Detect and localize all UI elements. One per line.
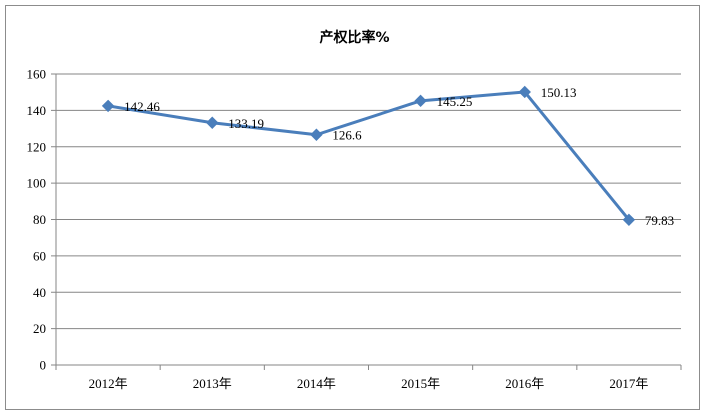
data-label: 150.13 [541, 85, 577, 100]
y-tick-label: 160 [27, 67, 47, 82]
data-point-marker [101, 99, 115, 113]
gridlines [56, 73, 681, 330]
y-tick-label: 120 [27, 139, 47, 154]
x-tick-label: 2012年 [89, 376, 128, 391]
data-point-marker [622, 213, 636, 227]
y-tick-label: 100 [27, 176, 47, 191]
data-label: 133.19 [228, 116, 264, 131]
chart-frame [5, 5, 700, 410]
data-label: 145.25 [437, 94, 473, 109]
y-axis-tick-labels: 0 20 40 60 80 100 120 140 160 [27, 67, 47, 373]
data-point-marker [206, 116, 219, 129]
data-label: 126.6 [332, 128, 362, 143]
y-tick-label: 80 [33, 212, 46, 227]
chart-title: 产权比率% [319, 30, 390, 46]
data-point-marker [414, 94, 427, 108]
series-markers [101, 85, 636, 227]
axes [51, 73, 682, 370]
x-axis-tick-labels: 2012年 2013年 2014年 2015年 2016年 2017年 [89, 376, 649, 391]
y-tick-label: 140 [27, 103, 47, 118]
series-line-path [107, 90, 631, 221]
y-tick-label: 20 [33, 321, 46, 336]
x-tick-label: 2014年 [297, 376, 336, 391]
x-tick-label: 2013年 [193, 376, 232, 391]
series-line [107, 90, 631, 221]
y-tick-label: 60 [33, 248, 46, 263]
x-tick-label: 2017年 [609, 376, 648, 391]
y-tick-label: 0 [40, 358, 47, 373]
data-label: 142.46 [124, 99, 160, 114]
x-tick-label: 2015年 [401, 376, 440, 391]
y-tick-label: 40 [33, 285, 46, 300]
data-label: 79.83 [645, 213, 674, 228]
x-tick-label: 2016年 [505, 376, 544, 391]
data-labels: 142.46 133.19 126.6 145.25 150.13 79.83 [124, 85, 674, 228]
data-point-marker [518, 85, 531, 99]
data-point-marker [310, 128, 323, 141]
